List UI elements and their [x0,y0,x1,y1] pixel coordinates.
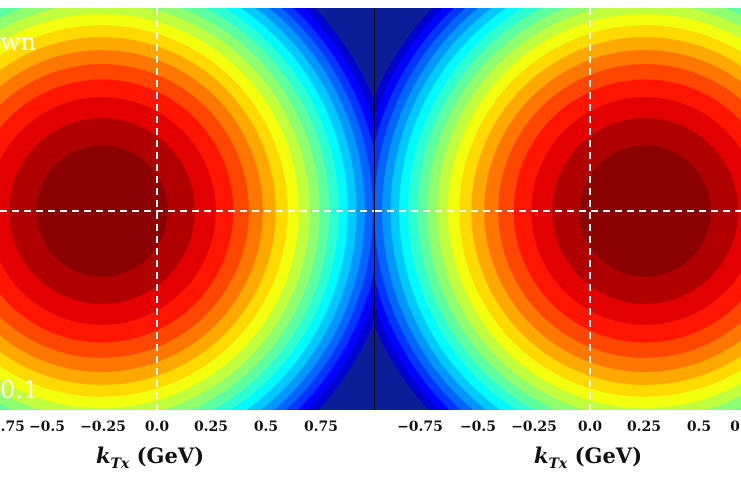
x-tick-label: 0.0 [578,419,603,435]
right-x-ticks: −0.75 −0.5 −0.25 0.0 0.25 0.5 0 [397,419,740,435]
x-tick-label: 0.25 [627,419,661,435]
x-tick-label: −0.25 [80,419,126,435]
x-tick-label: −0.25 [511,419,557,435]
left-panel: wn 0.1 −0.75−0.5 −0.25 0.0 0.25 0.5 0.75 kTx … [0,8,374,472]
left-annotation-top: wn [0,28,36,56]
left-contour-rings [0,8,374,410]
x-tick-label: 0.75 [304,419,338,435]
left-x-ticks: −0.75−0.5 −0.25 0.0 0.25 0.5 0.75 [0,419,338,435]
x-tick-label: 0.0 [145,419,170,435]
x-tick-label: 0.5 [254,419,278,435]
x-tick-label: 0 [730,419,740,435]
x-tick-label: −0.5 [29,419,65,435]
x-tick-label: 0.25 [194,419,228,435]
right-panel: −0.75 −0.5 −0.25 0.0 0.25 0.5 0 kTx (GeV) [375,8,741,472]
x-tick-label: −0.75 [0,419,25,435]
x-tick-label: 0.5 [687,419,711,435]
x-tick-label: −0.5 [460,419,496,435]
left-annotation-bottom: 0.1 [0,376,38,404]
right-contour-rings [375,8,741,410]
right-x-axis-label: kTx (GeV) [534,443,642,472]
x-tick-label: −0.75 [397,419,443,435]
left-x-axis-label: kTx (GeV) [96,443,204,472]
